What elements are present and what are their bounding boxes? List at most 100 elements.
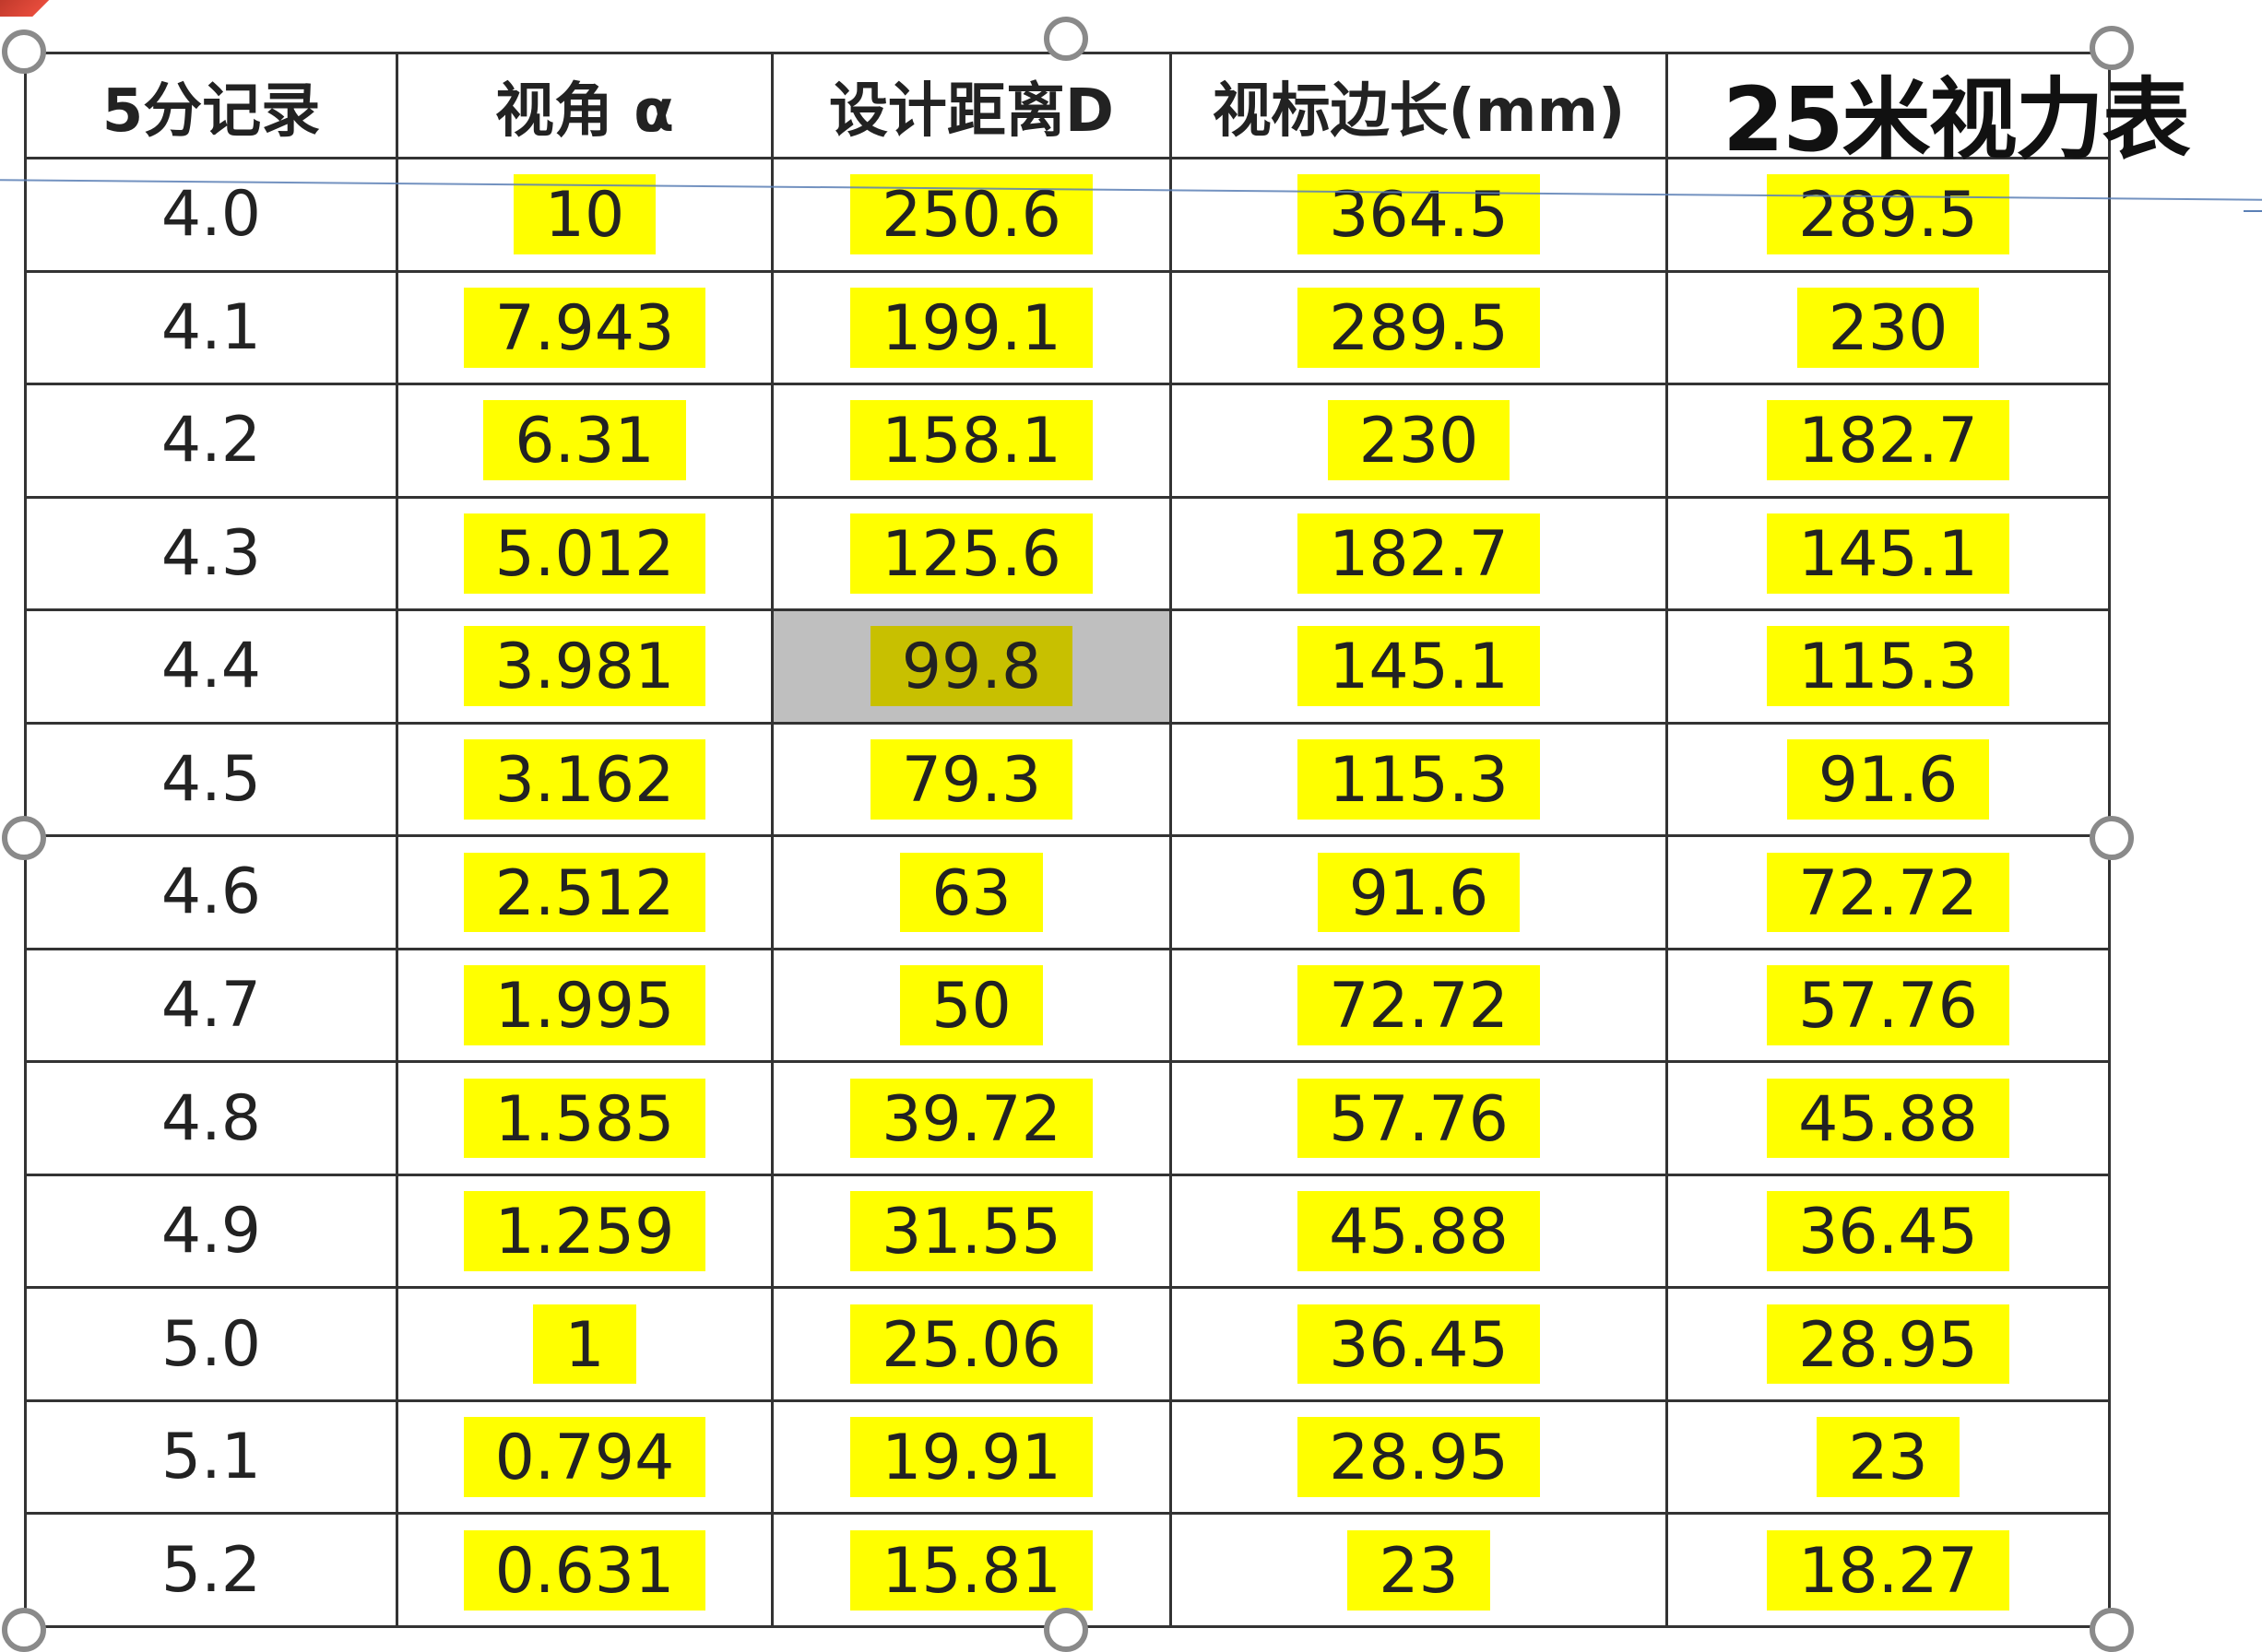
cell-score[interactable]: 4.4 [24, 608, 398, 725]
cell-score[interactable]: 4.7 [24, 947, 398, 1064]
column-title-overlay[interactable]: 25米视力表 [1723, 68, 2191, 171]
table-row: 4.4 3.981 99.8 145.1 115.3 [24, 608, 2111, 725]
cell-visual-angle[interactable]: 0.631 [396, 1512, 774, 1628]
highlighted-value: 91.6 [1317, 852, 1521, 933]
cell-design-distance[interactable]: 250.6 [771, 157, 1172, 273]
cell-visual-angle[interactable]: 1 [396, 1286, 774, 1402]
resize-handle-icon[interactable] [2, 1608, 46, 1652]
corner-mark-icon [0, 0, 65, 17]
resize-handle-icon[interactable] [2090, 26, 2134, 70]
cell-score[interactable]: 4.5 [24, 721, 398, 838]
cell-optotype-size[interactable]: 45.88 [1169, 1173, 1668, 1290]
vision-chart-table[interactable]: 5分记录 视角 α 设计距离D 视标边长(mm) 4.0 10 250.6 364.5… [24, 52, 2111, 1628]
guide-line-end [2244, 210, 2262, 212]
cell-optotype-size[interactable]: 57.76 [1169, 1060, 1668, 1176]
highlighted-value: 364.5 [1297, 174, 1540, 255]
table-row: 4.0 10 250.6 364.5 289.5 [24, 157, 2111, 273]
cell-optotype-size[interactable]: 182.7 [1169, 495, 1668, 612]
cell-optotype-size[interactable]: 364.5 [1169, 157, 1668, 273]
cell-25m-chart[interactable]: 230 [1665, 269, 2111, 386]
cell-visual-angle[interactable]: 3.162 [396, 721, 774, 838]
cell-design-distance[interactable]: 99.8 [771, 608, 1172, 725]
cell-optotype-size[interactable]: 36.45 [1169, 1286, 1668, 1402]
cell-design-distance[interactable]: 31.55 [771, 1173, 1172, 1290]
cell-score[interactable]: 4.6 [24, 834, 398, 950]
cell-visual-angle[interactable]: 5.012 [396, 495, 774, 612]
cell-design-distance[interactable]: 50 [771, 947, 1172, 1064]
cell-25m-chart[interactable]: 57.76 [1665, 947, 2111, 1064]
header-score[interactable]: 5分记录 [24, 52, 398, 159]
cell-design-distance[interactable]: 79.3 [771, 721, 1172, 838]
cell-optotype-size[interactable]: 91.6 [1169, 834, 1668, 950]
cell-visual-angle[interactable]: 0.794 [396, 1398, 774, 1516]
cell-score[interactable]: 5.2 [24, 1512, 398, 1628]
cell-score[interactable]: 4.8 [24, 1060, 398, 1176]
cell-score[interactable]: 4.3 [24, 495, 398, 612]
cell-25m-chart[interactable]: 28.95 [1665, 1286, 2111, 1402]
cell-25m-chart[interactable]: 182.7 [1665, 383, 2111, 499]
cell-design-distance[interactable]: 19.91 [771, 1398, 1172, 1516]
cell-optotype-size[interactable]: 115.3 [1169, 721, 1668, 838]
highlighted-value: 45.88 [1297, 1191, 1540, 1271]
highlighted-value: 289.5 [1767, 174, 2009, 255]
cell-25m-chart[interactable]: 91.6 [1665, 721, 2111, 838]
header-25m-chart[interactable] [1665, 52, 2111, 159]
cell-25m-chart[interactable]: 23 [1665, 1398, 2111, 1516]
highlighted-value: 2.512 [463, 852, 706, 933]
cell-25m-chart[interactable]: 36.45 [1665, 1173, 2111, 1290]
cell-design-distance[interactable]: 199.1 [771, 269, 1172, 386]
resize-handle-icon[interactable] [1044, 1608, 1088, 1652]
table-row: 4.5 3.162 79.3 115.3 91.6 [24, 721, 2111, 838]
cell-visual-angle[interactable]: 1.585 [396, 1060, 774, 1176]
cell-design-distance[interactable]: 25.06 [771, 1286, 1172, 1402]
cell-25m-chart[interactable]: 115.3 [1665, 608, 2111, 725]
table-row: 4.8 1.585 39.72 57.76 45.88 [24, 1060, 2111, 1176]
cell-optotype-size[interactable]: 145.1 [1169, 608, 1668, 725]
cell-design-distance[interactable]: 125.6 [771, 495, 1172, 612]
resize-handle-icon[interactable] [2, 816, 46, 860]
highlighted-value: 91.6 [1786, 739, 1990, 820]
cell-optotype-size[interactable]: 28.95 [1169, 1398, 1668, 1516]
cell-optotype-size[interactable]: 289.5 [1169, 269, 1668, 386]
cell-score[interactable]: 4.9 [24, 1173, 398, 1290]
cell-25m-chart[interactable]: 45.88 [1665, 1060, 2111, 1176]
highlighted-value: 23 [1817, 1417, 1960, 1497]
table-row: 4.1 7.943 199.1 289.5 230 [24, 269, 2111, 386]
cell-score[interactable]: 5.1 [24, 1398, 398, 1516]
resize-handle-icon[interactable] [2090, 1608, 2134, 1652]
cell-design-distance[interactable]: 39.72 [771, 1060, 1172, 1176]
cell-25m-chart[interactable]: 145.1 [1665, 495, 2111, 612]
highlighted-value: 72.72 [1297, 965, 1540, 1045]
cell-score[interactable]: 4.1 [24, 269, 398, 386]
cell-score[interactable]: 5.0 [24, 1286, 398, 1402]
cell-visual-angle[interactable]: 3.981 [396, 608, 774, 725]
highlighted-value: 199.1 [850, 287, 1093, 368]
cell-visual-angle[interactable]: 6.31 [396, 383, 774, 499]
cell-visual-angle[interactable]: 10 [396, 157, 774, 273]
cell-visual-angle[interactable]: 1.995 [396, 947, 774, 1064]
cell-visual-angle[interactable]: 7.943 [396, 269, 774, 386]
resize-handle-icon[interactable] [1044, 17, 1088, 61]
highlighted-value: 57.76 [1297, 1078, 1540, 1159]
cell-design-distance[interactable]: 63 [771, 834, 1172, 950]
highlighted-value: 145.1 [1297, 626, 1540, 707]
header-visual-angle[interactable]: 视角 α [396, 52, 774, 159]
cell-25m-chart[interactable]: 289.5 [1665, 157, 2111, 273]
header-design-distance[interactable]: 设计距离D [771, 52, 1172, 159]
cell-score[interactable]: 4.0 [24, 157, 398, 273]
cell-visual-angle[interactable]: 1.259 [396, 1173, 774, 1290]
cell-score[interactable]: 4.2 [24, 383, 398, 499]
resize-handle-icon[interactable] [2090, 816, 2134, 860]
resize-handle-icon[interactable] [2, 30, 46, 74]
cell-design-distance[interactable]: 158.1 [771, 383, 1172, 499]
cell-25m-chart[interactable]: 18.27 [1665, 1512, 2111, 1628]
cell-optotype-size[interactable]: 72.72 [1169, 947, 1668, 1064]
cell-optotype-size[interactable]: 230 [1169, 383, 1668, 499]
header-optotype-size[interactable]: 视标边长(mm) [1169, 52, 1668, 159]
highlighted-value: 10 [513, 174, 657, 255]
table-row: 4.3 5.012 125.6 182.7 145.1 [24, 495, 2111, 612]
cell-design-distance[interactable]: 15.81 [771, 1512, 1172, 1628]
cell-visual-angle[interactable]: 2.512 [396, 834, 774, 950]
cell-optotype-size[interactable]: 23 [1169, 1512, 1668, 1628]
cell-25m-chart[interactable]: 72.72 [1665, 834, 2111, 950]
